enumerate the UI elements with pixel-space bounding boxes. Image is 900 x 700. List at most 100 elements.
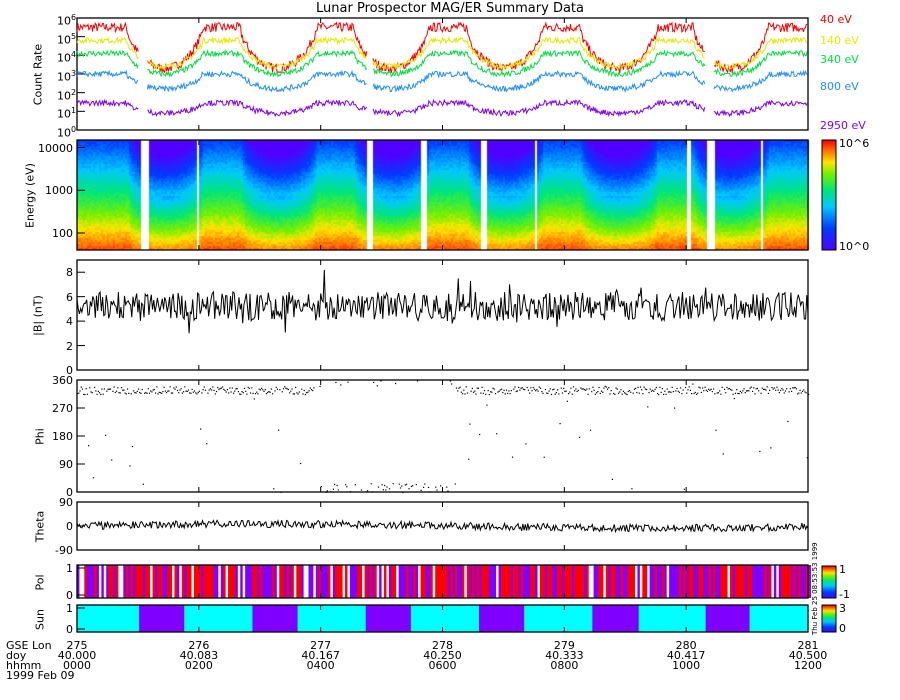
y-tick-label: 1 <box>66 602 73 615</box>
phi-point <box>250 392 252 394</box>
count-rate-line-800-eV <box>713 69 808 93</box>
x-tick-hhmm: 0400 <box>306 659 335 672</box>
phi-point <box>115 390 118 392</box>
phi-point <box>563 387 565 389</box>
phi-point <box>497 391 499 393</box>
phi-point <box>487 390 489 392</box>
x-tick-hhmm: 1000 <box>672 659 701 672</box>
polarity-segment <box>401 565 405 598</box>
phi-point <box>79 390 81 392</box>
x-row-label: GSE Lon <box>6 639 52 652</box>
phi-point <box>125 393 127 395</box>
polarity-segment <box>496 565 500 598</box>
phi-point <box>614 393 616 395</box>
count-rate-line-140-eV <box>76 35 139 60</box>
phi-point <box>749 387 751 389</box>
polarity-segment <box>384 565 387 598</box>
polarity-segment <box>678 565 682 598</box>
phi-point <box>716 392 718 394</box>
phi-point <box>455 387 458 389</box>
phi-point <box>782 389 784 391</box>
polarity-segment <box>235 565 239 598</box>
phi-point <box>98 392 101 394</box>
phi-point <box>345 484 347 486</box>
polarity-segment <box>413 565 417 598</box>
phi-point <box>267 391 269 394</box>
phi-point <box>167 390 169 392</box>
polarity-segment <box>201 565 205 598</box>
phi-point <box>135 392 137 394</box>
phi-point <box>549 388 551 390</box>
phi-point <box>661 387 663 390</box>
spectrogram-colorbar <box>821 139 837 251</box>
polarity-segment <box>603 565 607 598</box>
polarity-segment <box>198 565 202 598</box>
phi-point <box>223 388 225 391</box>
phi-point <box>259 389 261 391</box>
polarity-segment <box>576 565 580 598</box>
phi-point <box>252 392 254 395</box>
phi-point <box>207 392 209 394</box>
phi-point <box>178 392 180 394</box>
shadow-segment <box>252 605 298 632</box>
polarity-segment <box>347 565 351 598</box>
phi-point <box>237 391 240 393</box>
phi-point <box>624 392 626 394</box>
y-tick-label: 106 <box>57 13 77 28</box>
polarity-segment <box>242 565 246 598</box>
phi-point <box>700 391 702 394</box>
phi-point <box>214 393 216 395</box>
phi-point <box>550 393 553 396</box>
phi-point <box>647 406 649 408</box>
phi-point <box>129 465 131 467</box>
phi-point <box>567 393 570 395</box>
phi-point <box>608 387 610 389</box>
y-tick-label: 104 <box>57 50 77 65</box>
phi-point <box>709 389 711 391</box>
polarity-segment <box>106 565 110 598</box>
phi-point <box>632 392 634 394</box>
polarity-segment <box>81 565 85 598</box>
phi-point <box>86 393 88 395</box>
polarity-segment <box>291 565 295 598</box>
phi-point <box>179 389 181 391</box>
phi-point <box>507 392 509 395</box>
phi-point <box>142 483 144 485</box>
polarity-segment <box>189 565 193 598</box>
phi-point <box>370 483 372 485</box>
polarity-segment <box>739 565 743 598</box>
phi-point <box>288 392 291 394</box>
phi-point <box>770 447 772 449</box>
count-rate-line-40-eV <box>372 21 705 74</box>
phi-point <box>287 388 289 391</box>
phi-point <box>580 387 582 389</box>
polarity-segment <box>184 565 188 598</box>
polarity-segment <box>418 565 422 598</box>
phi-point <box>247 386 249 388</box>
phi-point <box>91 392 93 394</box>
polarity-segment <box>608 565 612 598</box>
polarity-segment <box>172 565 175 598</box>
x-tick-doy: 40.417 <box>666 649 706 662</box>
phi-point <box>706 390 709 392</box>
phi-point <box>588 388 590 390</box>
phi-point <box>505 389 508 391</box>
shadow-segment <box>365 605 411 632</box>
polarity-segment <box>722 565 726 598</box>
phi-point <box>279 389 281 391</box>
y-tick-label: 102 <box>57 87 77 103</box>
phi-point <box>698 386 700 388</box>
polarity-segment <box>164 565 168 598</box>
polarity-segment <box>115 565 119 598</box>
polarity-segment <box>720 565 724 598</box>
phi-point <box>480 392 482 394</box>
polarity-segment <box>337 565 341 598</box>
polarity-segment <box>120 565 124 598</box>
phi-point <box>146 392 148 394</box>
plot-title: Lunar Prospector MAG/ER Summary Data <box>316 1 584 16</box>
polarity-segment <box>247 565 251 598</box>
polarity-segment <box>564 565 568 598</box>
phi-point <box>87 445 90 447</box>
polarity-segment <box>661 565 665 598</box>
phi-point <box>492 387 494 389</box>
